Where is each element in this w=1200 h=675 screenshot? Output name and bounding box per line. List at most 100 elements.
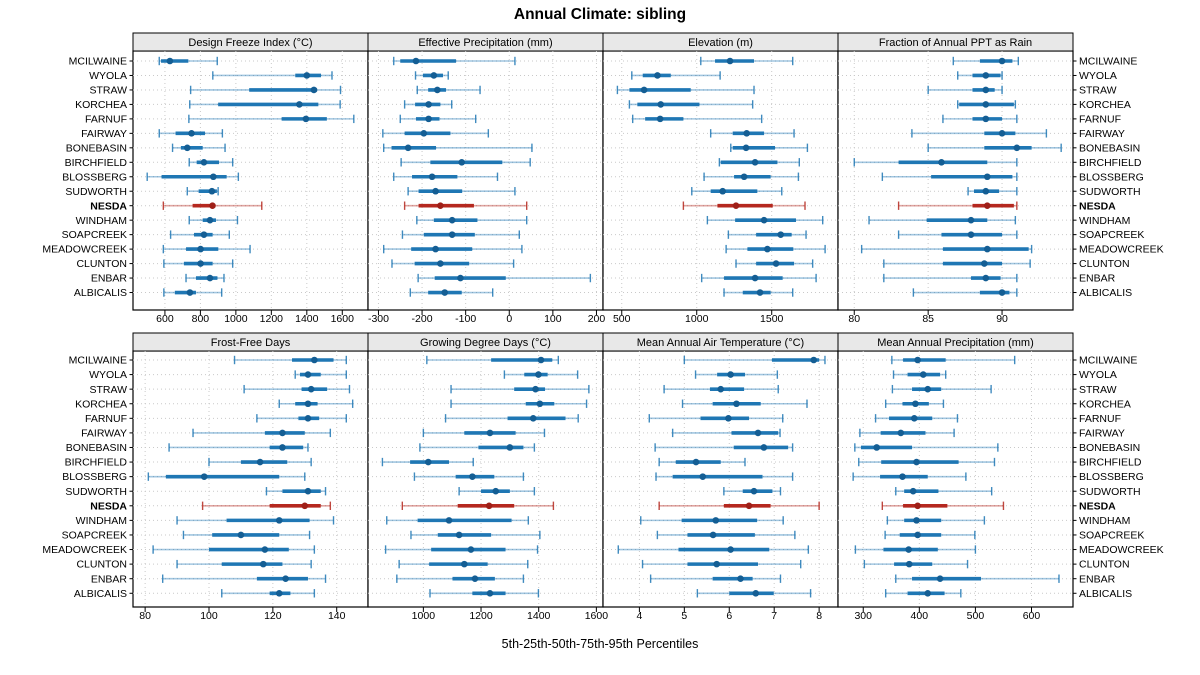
station-label-left: WYOLA: [89, 70, 127, 82]
median-dot: [188, 130, 195, 137]
panel-body: [132, 350, 369, 608]
median-dot: [210, 173, 217, 181]
station-label-right: MCILWAINE: [1079, 355, 1137, 367]
median-dot: [310, 86, 318, 94]
strip-label: Elevation (m): [688, 37, 753, 49]
median-dot: [437, 260, 444, 267]
median-dot: [186, 289, 194, 296]
median-dot: [913, 458, 920, 466]
station-label-left: MCILWAINE: [69, 355, 127, 367]
station-label-left: BLOSSBERG: [62, 471, 127, 483]
panel-body: [837, 350, 1074, 608]
median-dot: [261, 546, 269, 553]
median-dot: [983, 245, 991, 253]
median-dot: [506, 444, 514, 451]
axis-tick-label: 1200: [260, 313, 284, 325]
median-dot: [420, 130, 428, 137]
median-dot: [743, 130, 750, 137]
median-dot: [873, 444, 880, 451]
median-dot: [197, 260, 204, 267]
median-dot: [983, 202, 991, 209]
median-dot: [404, 144, 412, 152]
median-dot: [471, 575, 479, 582]
median-dot: [536, 400, 544, 408]
axis-tick-label: 5: [681, 610, 687, 622]
median-dot: [914, 531, 921, 539]
panel-body: [367, 50, 604, 311]
axis-tick-label: 1200: [469, 610, 493, 622]
station-label-left: FAIRWAY: [81, 428, 127, 440]
strip-label: Frost-Free Days: [211, 337, 291, 349]
median-dot: [754, 429, 762, 437]
median-dot: [712, 517, 720, 524]
percentiles-caption: 5th-25th-50th-75th-95th Percentiles: [501, 637, 699, 651]
strip-label: Mean Annual Precipitation (mm): [877, 337, 1034, 349]
median-dot: [913, 517, 920, 524]
median-dot: [282, 575, 289, 582]
axis-tick-label: 85: [922, 313, 934, 325]
station-label-left: MCILWAINE: [69, 56, 127, 68]
median-dot: [760, 444, 768, 451]
axis-tick-label: 0: [506, 313, 512, 325]
station-label-right: FARNUF: [1079, 113, 1121, 125]
axis-tick-label: 200: [588, 313, 606, 325]
median-dot: [486, 589, 494, 597]
axis-tick-label: 1000: [412, 610, 436, 622]
median-dot: [302, 115, 310, 123]
panel-body: [837, 50, 1074, 311]
station-label-left: ENBAR: [91, 273, 128, 285]
axis-tick-label: 90: [996, 313, 1008, 325]
station-label-right: WINDHAM: [1079, 515, 1130, 527]
median-dot: [919, 371, 927, 378]
median-dot: [912, 400, 919, 408]
median-dot: [897, 429, 905, 437]
axis-tick-label: 1500: [760, 313, 784, 325]
station-label-left: SUDWORTH: [65, 186, 127, 198]
median-dot: [910, 415, 918, 422]
axis-tick-label: 1400: [295, 313, 319, 325]
axis-tick-label: 400: [911, 610, 929, 622]
median-dot: [279, 429, 286, 437]
median-dot: [303, 72, 311, 79]
median-dot: [998, 130, 1006, 137]
station-label-left: SOAPCREEK: [62, 229, 127, 241]
station-label-left: ALBICALIS: [74, 588, 127, 600]
station-label-left: BLOSSBERG: [62, 171, 127, 183]
median-dot: [640, 86, 648, 94]
station-label-right: ALBICALIS: [1079, 287, 1132, 299]
axis-tick-label: 6: [726, 610, 732, 622]
median-dot: [725, 415, 732, 422]
station-label-right: FAIRWAY: [1079, 428, 1125, 440]
station-label-left: MEADOWCREEK: [42, 544, 127, 556]
median-dot: [206, 216, 214, 224]
median-dot: [936, 575, 944, 582]
median-dot: [732, 202, 740, 209]
median-dot: [982, 86, 990, 94]
station-label-right: ENBAR: [1079, 573, 1116, 585]
median-dot: [304, 400, 312, 408]
median-dot: [982, 115, 990, 123]
median-dot: [428, 173, 436, 181]
median-dot: [967, 231, 975, 238]
median-dot: [445, 517, 453, 524]
median-dot: [200, 158, 208, 166]
median-dot: [275, 517, 283, 524]
station-label-left: BIRCHFIELD: [65, 457, 128, 469]
median-dot: [492, 487, 500, 495]
station-label-left: SOAPCREEK: [62, 530, 127, 542]
median-dot: [532, 385, 539, 393]
strip-label: Effective Precipitation (mm): [418, 37, 552, 49]
station-label-left: ALBICALIS: [74, 287, 127, 299]
axis-tick-label: 500: [613, 313, 631, 325]
median-dot: [461, 560, 468, 568]
median-dot: [279, 444, 286, 451]
median-dot: [301, 502, 309, 510]
median-dot: [764, 245, 771, 253]
axis-tick-label: 1000: [224, 313, 248, 325]
median-dot: [425, 115, 432, 123]
median-dot: [742, 144, 750, 152]
station-label-left: ENBAR: [91, 573, 128, 585]
station-label-left: FARNUF: [85, 113, 127, 125]
station-label-left: KORCHEA: [75, 398, 127, 410]
median-dot: [304, 487, 312, 495]
